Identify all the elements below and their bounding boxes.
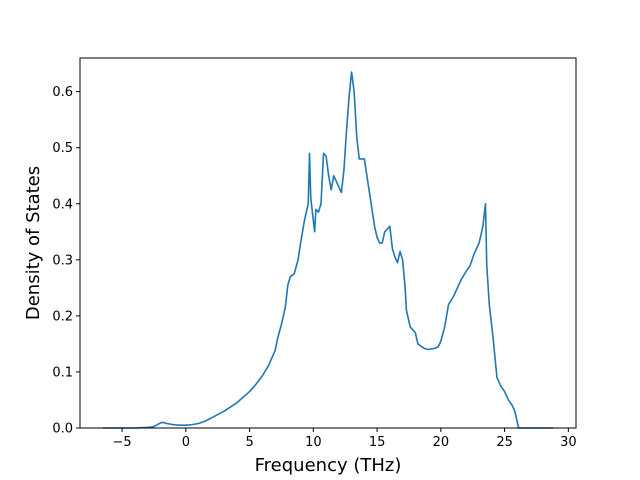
- y-tick-label: 0.0: [52, 422, 73, 437]
- y-tick-label: 0.4: [52, 197, 73, 212]
- y-tick-label: 0.3: [52, 253, 73, 268]
- x-tick-label: 25: [496, 435, 513, 450]
- x-tick-label: 20: [433, 435, 450, 450]
- y-tick-label: 0.5: [52, 141, 73, 156]
- x-tick-label: 10: [305, 435, 322, 450]
- y-tick-label: 0.1: [52, 365, 73, 380]
- y-tick-label: 0.2: [52, 309, 73, 324]
- x-tick-label: 15: [369, 435, 386, 450]
- x-tick-label: 5: [245, 435, 253, 450]
- y-axis-label: Density of States: [23, 166, 44, 320]
- x-tick-label: 30: [560, 435, 577, 450]
- series-line-0: [102, 71, 554, 429]
- plot-frame: [79, 57, 577, 429]
- x-axis-label: Frequency (THz): [255, 455, 402, 476]
- x-tick-label: 0: [182, 435, 190, 450]
- x-tick-label: −5: [112, 435, 131, 450]
- y-tick-label: 0.6: [52, 85, 73, 100]
